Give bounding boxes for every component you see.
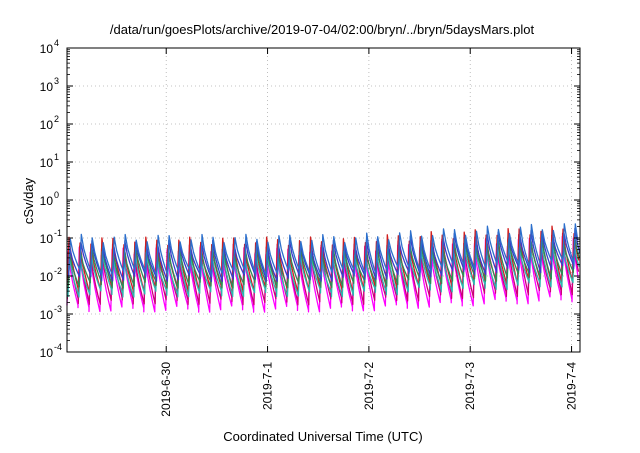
chart-title: /data/run/goesPlots/archive/2019-07-04/0… bbox=[110, 22, 535, 37]
series-line bbox=[67, 241, 580, 298]
y-tick-label: 10 bbox=[40, 118, 54, 132]
x-tick-label: 2019-7-3 bbox=[463, 362, 477, 410]
y-axis-label: cSv/day bbox=[21, 177, 36, 224]
y-tick-label: 10 bbox=[40, 270, 54, 284]
y-tick-exponent: 0 bbox=[54, 190, 59, 200]
y-tick-label: 10 bbox=[40, 308, 54, 322]
y-tick-label: 10 bbox=[40, 80, 54, 94]
series-group bbox=[66, 223, 581, 313]
x-axis-label: Coordinated Universal Time (UTC) bbox=[223, 429, 422, 444]
y-tick-label: 10 bbox=[40, 346, 54, 360]
y-tick-exponent: -4 bbox=[54, 342, 62, 352]
y-tick-exponent: -2 bbox=[54, 266, 62, 276]
series-line bbox=[68, 223, 579, 278]
y-tick-exponent: 1 bbox=[54, 152, 59, 162]
x-axis: 2019-6-30 2019-7-1 2019-7-2 2019-7-3 2019-7-… bbox=[159, 48, 579, 417]
y-tick-exponent: 4 bbox=[54, 38, 59, 48]
y-tick-label: 10 bbox=[40, 42, 54, 56]
x-tick-label: 2019-7-1 bbox=[261, 362, 275, 410]
y-tick-exponent: -1 bbox=[54, 228, 62, 238]
y-tick-exponent: 3 bbox=[54, 76, 59, 86]
x-tick-label: 2019-6-30 bbox=[159, 362, 173, 417]
x-tick-label: 2019-7-2 bbox=[362, 362, 376, 410]
series-line bbox=[67, 227, 581, 283]
y-tick-label: 10 bbox=[40, 232, 54, 246]
y-tick-label: 10 bbox=[40, 194, 54, 208]
y-tick-label: 10 bbox=[40, 156, 54, 170]
y-tick-exponent: -3 bbox=[54, 304, 62, 314]
x-tick-label: 2019-7-4 bbox=[565, 362, 579, 410]
y-tick-exponent: 2 bbox=[54, 114, 59, 124]
